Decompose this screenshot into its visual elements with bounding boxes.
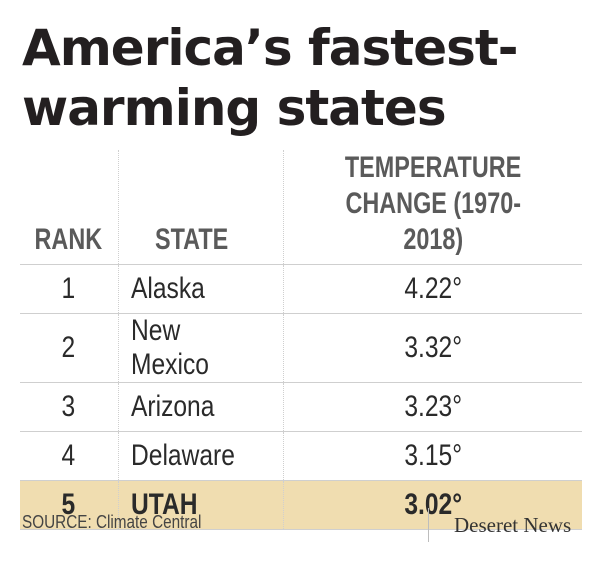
temperature-change-cell: 3.23° [282, 382, 582, 432]
ranking-table: RANK STATE TEMPERATURE CHANGE (1970-2018… [20, 150, 582, 530]
header-row: RANK STATE TEMPERATURE CHANGE (1970-2018… [20, 150, 582, 265]
state-cell: UTAH [117, 480, 283, 530]
rank-cell: 4 [20, 431, 118, 481]
state-cell: Arizona [117, 382, 283, 432]
temperature-column-header: TEMPERATURE CHANGE (1970-2018) [282, 150, 582, 265]
state-column-header: STATE [117, 150, 283, 265]
chart-title: America’s fastest- warming states [22, 18, 612, 138]
temp-header-line-2: CHANGE (1970-2018) [344, 187, 521, 256]
table-row: 2 New Mexico 3.32° [20, 313, 582, 383]
table-row: 5 UTAH 3.02° [20, 480, 582, 530]
source-note: SOURCE: Climate Central [22, 512, 202, 532]
footer-divider [428, 508, 429, 542]
state-cell: Delaware [117, 431, 283, 481]
title-line-1: America’s fastest- [22, 19, 519, 77]
brand-logo: Deseret News [454, 513, 572, 537]
rank-cell: 3 [20, 382, 118, 432]
rank-cell: 5 [20, 480, 118, 530]
title-line-2: warming states [22, 79, 447, 137]
temp-header-line-1: TEMPERATURE [344, 151, 521, 184]
temperature-change-cell: 3.32° [282, 313, 582, 383]
table-row: 3 Arizona 3.23° [20, 382, 582, 432]
table-row: 4 Delaware 3.15° [20, 431, 582, 481]
state-cell: New Mexico [117, 313, 283, 383]
rank-column-header: RANK [34, 223, 103, 256]
rank-cell: 2 [20, 313, 118, 383]
rank-cell: 1 [20, 264, 118, 314]
temperature-change-cell: 3.02° [282, 480, 582, 530]
temperature-change-cell: 4.22° [282, 264, 582, 314]
temperature-change-cell: 3.15° [282, 431, 582, 481]
table-row: 1 Alaska 4.22° [20, 264, 582, 314]
state-cell: Alaska [117, 264, 283, 314]
